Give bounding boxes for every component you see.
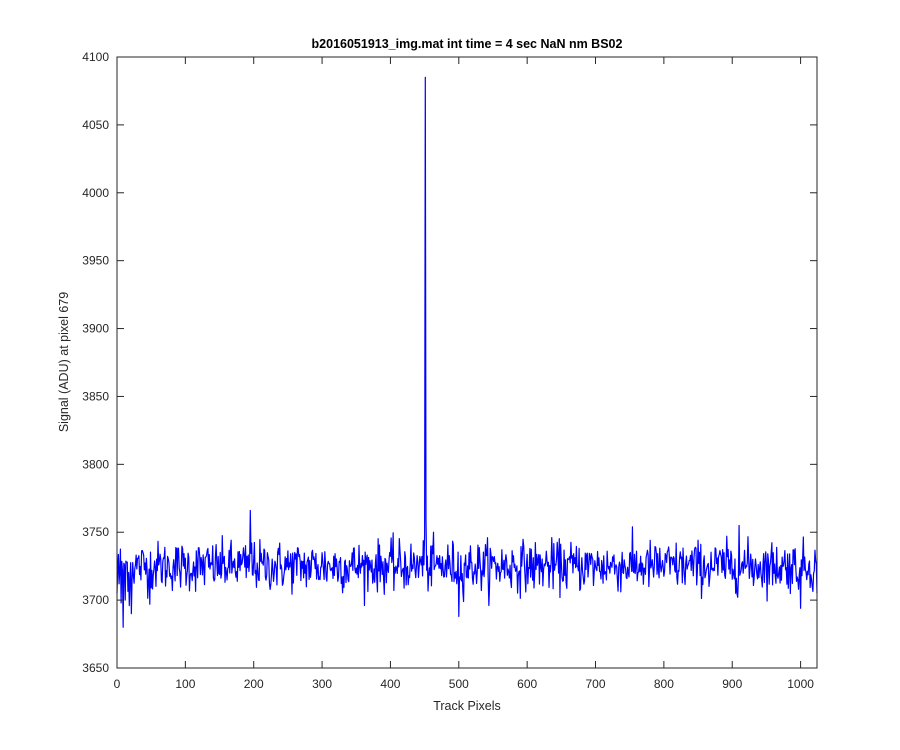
y-tick-label: 4100: [82, 50, 109, 64]
y-axis: 3650 3700 3750 3800 3850 3900 3950 4000 4050 4100: [82, 50, 817, 675]
x-axis-label: Track Pixels: [433, 699, 501, 713]
x-tick-label: 400: [380, 677, 400, 691]
x-axis: 0 100 200 300 400 500 600 700 800 900 1000: [114, 57, 814, 691]
x-tick-label: 800: [654, 677, 674, 691]
y-tick-label: 3650: [82, 661, 109, 675]
plot-area: [116, 76, 818, 628]
chart-title: b2016051913_img.mat int time = 4 sec NaN…: [312, 37, 623, 51]
x-tick-label: 300: [312, 677, 332, 691]
x-tick-label: 700: [586, 677, 606, 691]
y-tick-label: 3850: [82, 389, 109, 403]
x-tick-label: 0: [114, 677, 121, 691]
axes-box: [116, 56, 818, 669]
y-tick-label: 4000: [82, 186, 109, 200]
signal-series-line: [116, 76, 818, 628]
x-tick-label: 200: [244, 677, 264, 691]
y-tick-label: 3950: [82, 254, 109, 268]
x-tick-label: 100: [175, 677, 195, 691]
x-tick-label: 1000: [787, 677, 814, 691]
y-tick-label: 3900: [82, 322, 109, 336]
y-tick-label: 3800: [82, 457, 109, 471]
y-tick-label: 3700: [82, 593, 109, 607]
y-tick-label: 3750: [82, 525, 109, 539]
y-tick-label: 4050: [82, 118, 109, 132]
x-tick-label: 500: [449, 677, 469, 691]
y-axis-label: Signal (ADU) at pixel 679: [57, 292, 71, 432]
x-tick-label: 900: [722, 677, 742, 691]
x-tick-label: 600: [517, 677, 537, 691]
